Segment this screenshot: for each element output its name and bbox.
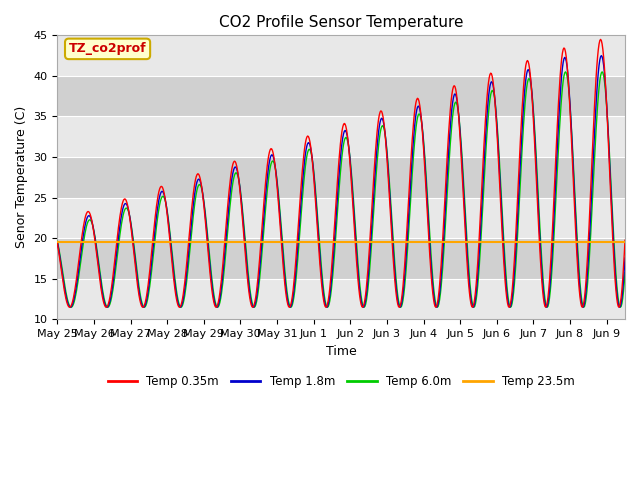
Y-axis label: Senor Temperature (C): Senor Temperature (C) [15, 106, 28, 249]
Bar [58, 76, 625, 117]
Bar [58, 238, 625, 279]
X-axis label: Time: Time [326, 345, 356, 358]
Bar [58, 117, 625, 157]
Title: CO2 Profile Sensor Temperature: CO2 Profile Sensor Temperature [219, 15, 463, 30]
Legend: Temp 0.35m, Temp 1.8m, Temp 6.0m, Temp 23.5m: Temp 0.35m, Temp 1.8m, Temp 6.0m, Temp 2… [103, 371, 580, 393]
Bar [58, 198, 625, 238]
Bar [58, 157, 625, 198]
Bar [58, 279, 625, 319]
Text: TZ_co2prof: TZ_co2prof [68, 42, 147, 55]
Bar [58, 36, 625, 76]
